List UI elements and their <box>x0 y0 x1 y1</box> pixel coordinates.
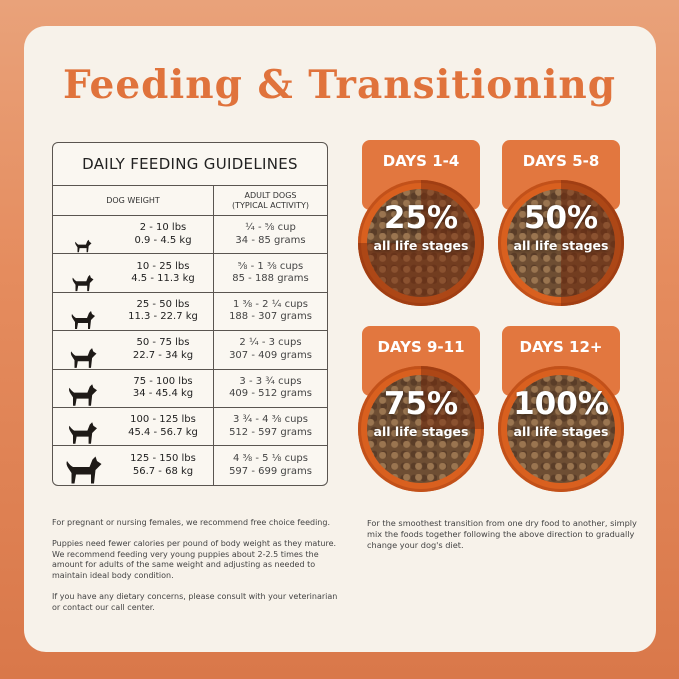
chihuahua-icon <box>53 216 113 253</box>
weight-kg: 4.5 - 11.3 kg <box>131 273 195 285</box>
col-adult-dogs-label: ADULT DOGS <box>244 190 297 200</box>
amount-cups: ⅝ - 1 ⅜ cups <box>237 260 304 272</box>
amount-grams: 307 - 409 grams <box>229 349 312 361</box>
weight-lbs: 50 - 75 lbs <box>136 337 190 349</box>
weight-kg: 11.3 - 22.7 kg <box>128 311 198 323</box>
transition-stage: DAYS 12+ 100% all life stages <box>498 326 624 492</box>
food-bowl <box>358 366 484 492</box>
percent-new-food: 100% <box>513 386 609 422</box>
doberman-icon <box>53 370 113 407</box>
amount-cups: 1 ⅜ - 2 ¼ cups <box>232 298 308 310</box>
labrador-icon <box>53 408 113 445</box>
stage-sub-label: all life stages <box>373 238 469 253</box>
weight-kg: 0.9 - 4.5 kg <box>134 234 192 246</box>
table-header: DOG WEIGHT ADULT DOGS (TYPICAL ACTIVITY) <box>53 186 327 216</box>
table-row: 50 - 75 lbs 22.7 - 34 kg 2 ¼ - 3 cups 307 … <box>53 331 327 370</box>
weight-lbs: 75 - 100 lbs <box>133 375 193 387</box>
note: For pregnant or nursing females, we reco… <box>52 518 330 527</box>
weight-lbs: 100 - 125 lbs <box>130 414 196 426</box>
page-title: Feeding & Transitioning <box>62 62 617 108</box>
weight-kg: 22.7 - 34 kg <box>132 349 194 361</box>
table-row: 100 - 125 lbs 45.4 - 56.7 kg 3 ¾ - 4 ⅜ cu… <box>53 407 327 447</box>
newfoundland-icon <box>53 446 113 484</box>
note: Puppies need fewer calories per pound of… <box>52 538 337 581</box>
amount-cups: 4 ⅜ - 5 ⅛ cups <box>232 453 308 465</box>
amount-cups: 3 - 3 ¾ cups <box>239 375 302 387</box>
amount-grams: 85 - 188 grams <box>232 273 309 285</box>
amount-grams: 188 - 307 grams <box>229 311 312 323</box>
old-food-portion <box>498 366 624 492</box>
transition-stage: DAYS 1-4 25% all life stages <box>358 140 484 306</box>
weight-kg: 56.7 - 68 kg <box>132 465 194 477</box>
amount-grams: 409 - 512 grams <box>229 388 312 400</box>
amount-cups: 3 ¾ - 4 ⅜ cups <box>232 414 308 426</box>
weight-lbs: 125 - 150 lbs <box>130 453 196 465</box>
shepherd-icon <box>53 331 113 368</box>
food-bowl <box>498 366 624 492</box>
old-food-portion <box>358 180 484 306</box>
transition-stage: DAYS 9-11 75% all life stages <box>358 326 484 492</box>
table-row: 25 - 50 lbs 11.3 - 22.7 kg 1 ⅜ - 2 ¼ cups… <box>53 292 327 332</box>
amount-cups: ¼ - ⅝ cup <box>245 222 296 234</box>
kibble <box>507 375 615 483</box>
kibble <box>367 375 475 483</box>
percent-new-food: 50% <box>523 200 599 236</box>
husky-icon <box>53 293 113 330</box>
col-dog-weight: DOG WEIGHT <box>53 186 214 215</box>
weight-lbs: 10 - 25 lbs <box>136 260 190 272</box>
stage-sub-label: all life stages <box>373 424 469 439</box>
kibble <box>507 189 615 297</box>
french-bulldog-icon <box>53 254 113 291</box>
weight-kg: 34 - 45.4 kg <box>132 388 194 400</box>
old-food-portion <box>358 366 484 492</box>
food-bowl <box>358 180 484 306</box>
table-title: DAILY FEEDING GUIDELINES <box>53 143 327 186</box>
old-food-portion <box>498 180 624 306</box>
table-row: 125 - 150 lbs 56.7 - 68 kg 4 ⅜ - 5 ⅛ cups… <box>53 446 327 485</box>
feeding-table: DAILY FEEDING GUIDELINES DOG WEIGHT ADUL… <box>52 142 328 486</box>
transition-stage: DAYS 5-8 50% all life stages <box>498 140 624 306</box>
stage-sub-label: all life stages <box>513 238 609 253</box>
amount-grams: 597 - 699 grams <box>229 465 312 477</box>
kibble <box>367 189 475 297</box>
weight-lbs: 25 - 50 lbs <box>136 298 190 310</box>
feeding-notes: For pregnant or nursing females, we reco… <box>52 518 342 624</box>
percent-new-food: 75% <box>383 386 459 422</box>
stage-sub-label: all life stages <box>513 424 609 439</box>
col-adult-dogs-sub: (TYPICAL ACTIVITY) <box>231 200 310 210</box>
amount-cups: 2 ¼ - 3 cups <box>239 337 302 349</box>
note: If you have any dietary concerns, please… <box>52 591 338 612</box>
transition-note: For the smoothest transition from one dr… <box>367 518 637 551</box>
food-bowl <box>498 180 624 306</box>
amount-grams: 512 - 597 grams <box>229 426 312 438</box>
percent-new-food: 25% <box>383 200 459 236</box>
weight-kg: 45.4 - 56.7 kg <box>128 426 198 438</box>
amount-grams: 34 - 85 grams <box>235 234 306 246</box>
table-row: 10 - 25 lbs 4.5 - 11.3 kg ⅝ - 1 ⅜ cups 85 … <box>53 254 327 293</box>
table-row: 75 - 100 lbs 34 - 45.4 kg 3 - 3 ¾ cups 409… <box>53 369 327 408</box>
table-row: 2 - 10 lbs 0.9 - 4.5 kg ¼ - ⅝ cup 34 - 85 … <box>53 216 327 255</box>
weight-lbs: 2 - 10 lbs <box>139 222 187 234</box>
col-adult-dogs: ADULT DOGS (TYPICAL ACTIVITY) <box>214 186 327 215</box>
